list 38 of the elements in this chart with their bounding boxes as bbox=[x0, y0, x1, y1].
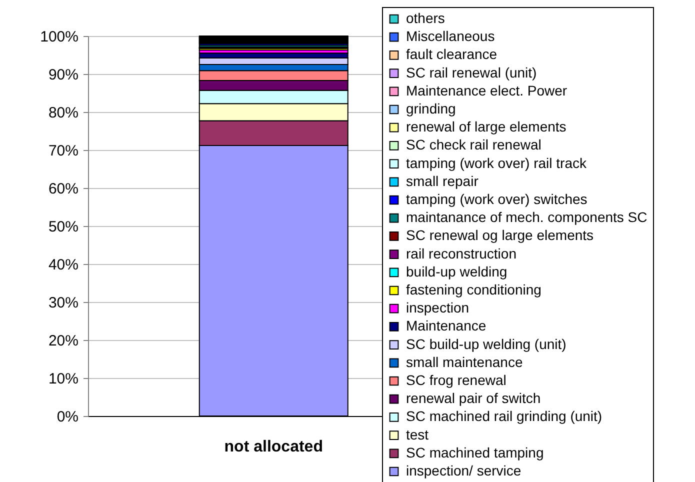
legend-label: rail reconstruction bbox=[406, 245, 516, 262]
legend-label: renewal of large elements bbox=[406, 118, 566, 135]
legend-label: small repair bbox=[406, 172, 479, 189]
legend-label: fault clearance bbox=[406, 46, 498, 62]
y-tick-label: 60% bbox=[48, 180, 78, 198]
legend-label: fastening conditioning bbox=[406, 282, 542, 298]
legend-label: SC check rail renewal bbox=[406, 136, 542, 153]
legend-label: SC frog renewal bbox=[406, 372, 506, 388]
legend-label: tamping (work over) rail track bbox=[406, 154, 588, 171]
y-tick-label: 40% bbox=[48, 256, 78, 274]
legend-label: maintanance of mech. components SC bbox=[406, 209, 648, 226]
legend-label: test bbox=[406, 426, 429, 442]
y-tick-label: 70% bbox=[48, 142, 78, 160]
legend-label: SC build-up welding (unit) bbox=[406, 336, 566, 352]
y-tick-label: 20% bbox=[48, 332, 78, 350]
legend-label: build-up welding bbox=[406, 263, 508, 280]
legend-label: inspection/ service bbox=[406, 462, 522, 478]
legend-label: renewal pair of switch bbox=[406, 390, 541, 406]
legend-label: tamping (work over) switches bbox=[406, 191, 588, 207]
legend-label: SC machined rail grinding (unit) bbox=[406, 408, 602, 424]
y-tick-label: 100% bbox=[40, 28, 78, 46]
y-tick-label: 50% bbox=[48, 218, 78, 236]
legend-label: grinding bbox=[406, 100, 456, 116]
legend-label: Maintenance bbox=[406, 318, 486, 334]
y-tick-label: 80% bbox=[48, 104, 78, 122]
legend-label: SC machined tamping bbox=[406, 444, 544, 460]
legend-label: Miscellaneous bbox=[406, 28, 495, 44]
y-tick-label: 0% bbox=[56, 408, 78, 426]
legend-label: others bbox=[406, 10, 445, 26]
x-tick-label: not allocated bbox=[224, 438, 323, 456]
legend-label: inspection bbox=[406, 300, 470, 316]
legend-label: SC renewal og large elements bbox=[406, 227, 594, 244]
y-tick-label: 10% bbox=[48, 370, 78, 388]
legend-label: SC rail renewal (unit) bbox=[406, 64, 537, 80]
legend-label: small maintenance bbox=[406, 354, 523, 370]
legend-label: Maintenance elect. Power bbox=[406, 82, 568, 98]
y-tick-label: 30% bbox=[48, 294, 78, 312]
y-tick-label: 90% bbox=[48, 66, 78, 84]
